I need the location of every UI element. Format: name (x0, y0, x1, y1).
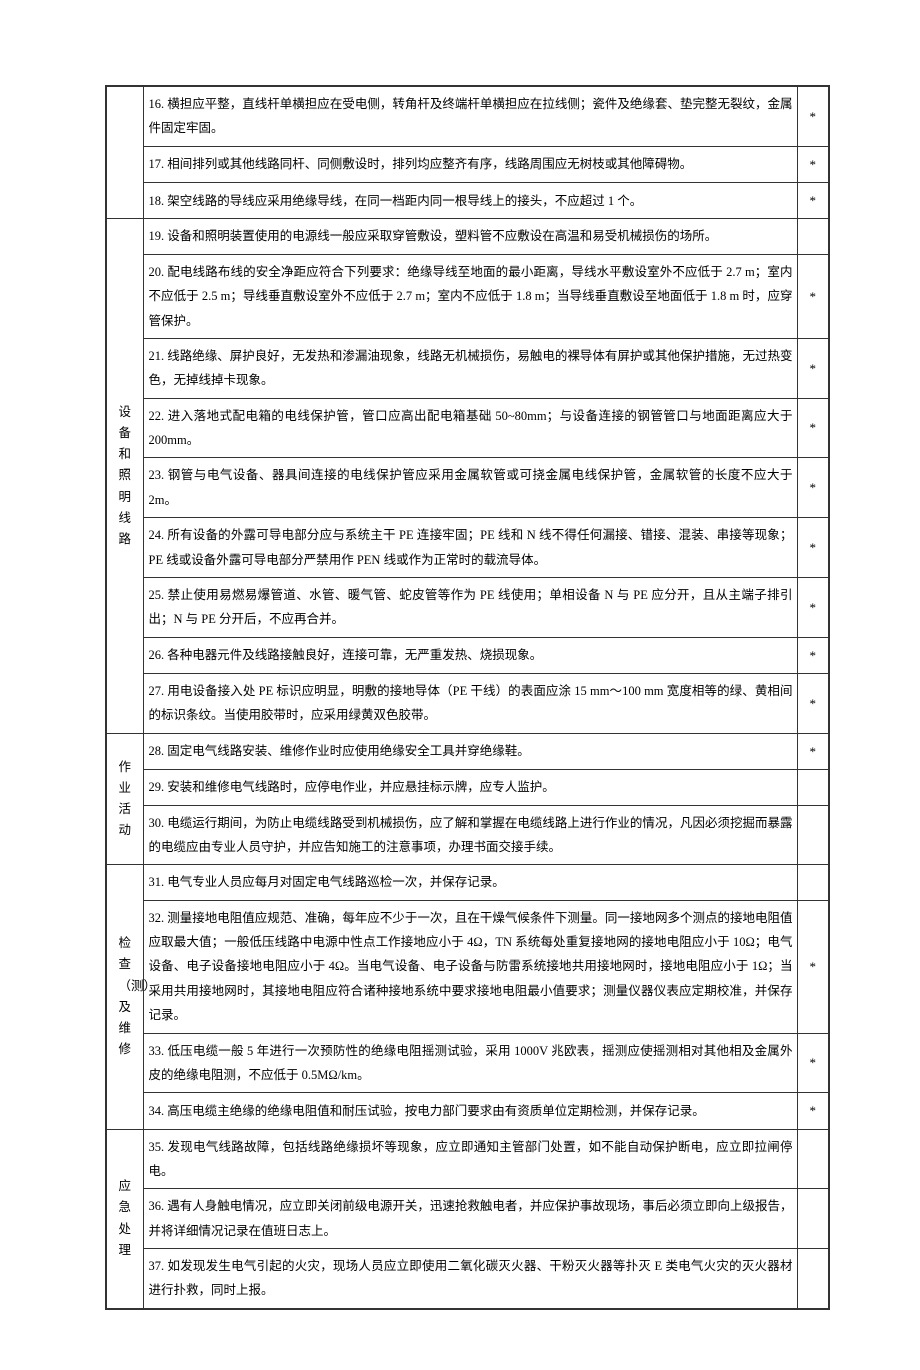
mark-cell: * (797, 733, 829, 769)
mark-cell: * (797, 183, 829, 219)
table-row: 20. 配电线路布线的安全净距应符合下列要求：绝缘导线至地面的最小距离，导线水平… (106, 254, 829, 338)
mark-cell: * (797, 674, 829, 734)
table-row: 18. 架空线路的导线应采用绝缘导线，在同一档距内同一根导线上的接头，不应超过 … (106, 183, 829, 219)
content-cell: 27. 用电设备接入处 PE 标识应明显，明敷的接地导体（PE 干线）的表面应涂… (143, 674, 797, 734)
content-cell: 21. 线路绝缘、屏护良好，无发热和渗漏油现象，线路无机械损伤，易触电的裸导体有… (143, 338, 797, 398)
table-row: 作业活动28. 固定电气线路安装、维修作业时应使用绝缘安全工具并穿绝缘鞋。* (106, 733, 829, 769)
category-cell: 检查（测）及维修 (106, 865, 143, 1129)
mark-cell: * (797, 86, 829, 146)
content-cell: 28. 固定电气线路安装、维修作业时应使用绝缘安全工具并穿绝缘鞋。 (143, 733, 797, 769)
content-cell: 25. 禁止使用易燃易爆管道、水管、暖气管、蛇皮管等作为 PE 线使用；单相设备… (143, 577, 797, 637)
table-row: 27. 用电设备接入处 PE 标识应明显，明敷的接地导体（PE 干线）的表面应涂… (106, 674, 829, 734)
category-cell: 应急处理 (106, 1129, 143, 1309)
mark-cell: * (797, 1093, 829, 1129)
table-row: 30. 电缆运行期间，为防止电缆线路受到机械损伤，应了解和掌握在电缆线路上进行作… (106, 805, 829, 865)
mark-cell: * (797, 900, 829, 1033)
mark-cell: * (797, 577, 829, 637)
mark-cell (797, 770, 829, 805)
mark-cell: * (797, 398, 829, 458)
mark-cell: * (797, 458, 829, 518)
content-cell: 22. 进入落地式配电箱的电线保护管，管口应高出配电箱基础 50~80mm；与设… (143, 398, 797, 458)
category-label: 设备和照明线路 (119, 402, 132, 551)
mark-cell: * (797, 637, 829, 673)
category-cell: 设备和照明线路 (106, 219, 143, 733)
content-cell: 26. 各种电器元件及线路接触良好，连接可靠，无严重发热、烧损现象。 (143, 637, 797, 673)
category-label: 作业活动 (119, 757, 132, 842)
content-cell: 36. 遇有人身触电情况，应立即关闭前级电源开关，迅速抢救触电者，并应保护事故现… (143, 1189, 797, 1249)
mark-cell: * (797, 338, 829, 398)
table-row: 应急处理35. 发现电气线路故障，包括线路绝缘损坏等现象，应立即通知主管部门处置… (106, 1129, 829, 1189)
content-cell: 30. 电缆运行期间，为防止电缆线路受到机械损伤，应了解和掌握在电缆线路上进行作… (143, 805, 797, 865)
table-row: 26. 各种电器元件及线路接触良好，连接可靠，无严重发热、烧损现象。* (106, 637, 829, 673)
table-row: 23. 钢管与电气设备、器具间连接的电线保护管应采用金属软管或可挠金属电线保护管… (106, 458, 829, 518)
content-cell: 35. 发现电气线路故障，包括线路绝缘损坏等现象，应立即通知主管部门处置，如不能… (143, 1129, 797, 1189)
content-cell: 32. 测量接地电阻值应规范、准确，每年应不少于一次，且在干燥气候条件下测量。同… (143, 900, 797, 1033)
category-label: 应急处理 (119, 1176, 132, 1261)
content-cell: 31. 电气专业人员应每月对固定电气线路巡检一次，并保存记录。 (143, 865, 797, 900)
category-label: 检查（测）及维修 (119, 933, 132, 1061)
mark-cell: * (797, 146, 829, 182)
content-cell: 37. 如发现发生电气引起的火灾，现场人员应立即使用二氧化碳灭火器、干粉灭火器等… (143, 1249, 797, 1309)
content-cell: 24. 所有设备的外露可导电部分应与系统主干 PE 连接牢固；PE 线和 N 线… (143, 518, 797, 578)
table-row: 设备和照明线路19. 设备和照明装置使用的电源线一般应采取穿管敷设，塑料管不应敷… (106, 219, 829, 254)
table-row: 33. 低压电缆一般 5 年进行一次预防性的绝缘电阻摇测试验，采用 1000V … (106, 1033, 829, 1093)
table-row: 21. 线路绝缘、屏护良好，无发热和渗漏油现象，线路无机械损伤，易触电的裸导体有… (106, 338, 829, 398)
mark-cell (797, 1249, 829, 1309)
mark-cell (797, 865, 829, 900)
table-row: 检查（测）及维修31. 电气专业人员应每月对固定电气线路巡检一次，并保存记录。 (106, 865, 829, 900)
content-cell: 19. 设备和照明装置使用的电源线一般应采取穿管敷设，塑料管不应敷设在高温和易受… (143, 219, 797, 254)
content-cell: 29. 安装和维修电气线路时，应停电作业，并应悬挂标示牌，应专人监护。 (143, 770, 797, 805)
table-row: 17. 相间排列或其他线路同杆、同侧敷设时，排列均应整齐有序，线路周围应无树枝或… (106, 146, 829, 182)
content-cell: 18. 架空线路的导线应采用绝缘导线，在同一档距内同一根导线上的接头，不应超过 … (143, 183, 797, 219)
category-cell: 作业活动 (106, 733, 143, 864)
table-row: 37. 如发现发生电气引起的火灾，现场人员应立即使用二氧化碳灭火器、干粉灭火器等… (106, 1249, 829, 1309)
table-row: 29. 安装和维修电气线路时，应停电作业，并应悬挂标示牌，应专人监护。 (106, 770, 829, 805)
content-cell: 23. 钢管与电气设备、器具间连接的电线保护管应采用金属软管或可挠金属电线保护管… (143, 458, 797, 518)
mark-cell: * (797, 254, 829, 338)
mark-cell: * (797, 518, 829, 578)
table-row: 32. 测量接地电阻值应规范、准确，每年应不少于一次，且在干燥气候条件下测量。同… (106, 900, 829, 1033)
mark-cell (797, 805, 829, 865)
mark-cell (797, 1129, 829, 1189)
table-row: 34. 高压电缆主绝缘的绝缘电阻值和耐压试验，按电力部门要求由有资质单位定期检测… (106, 1093, 829, 1129)
category-cell (106, 86, 143, 219)
table-row: 24. 所有设备的外露可导电部分应与系统主干 PE 连接牢固；PE 线和 N 线… (106, 518, 829, 578)
table-row: 16. 横担应平整，直线杆单横担应在受电侧，转角杆及终端杆单横担应在拉线侧；瓷件… (106, 86, 829, 146)
mark-cell (797, 1189, 829, 1249)
mark-cell: * (797, 1033, 829, 1093)
content-cell: 20. 配电线路布线的安全净距应符合下列要求：绝缘导线至地面的最小距离，导线水平… (143, 254, 797, 338)
content-cell: 33. 低压电缆一般 5 年进行一次预防性的绝缘电阻摇测试验，采用 1000V … (143, 1033, 797, 1093)
table-row: 22. 进入落地式配电箱的电线保护管，管口应高出配电箱基础 50~80mm；与设… (106, 398, 829, 458)
inspection-table: 16. 横担应平整，直线杆单横担应在受电侧，转角杆及终端杆单横担应在拉线侧；瓷件… (105, 85, 830, 1310)
content-cell: 34. 高压电缆主绝缘的绝缘电阻值和耐压试验，按电力部门要求由有资质单位定期检测… (143, 1093, 797, 1129)
content-cell: 16. 横担应平整，直线杆单横担应在受电侧，转角杆及终端杆单横担应在拉线侧；瓷件… (143, 86, 797, 146)
mark-cell (797, 219, 829, 254)
content-cell: 17. 相间排列或其他线路同杆、同侧敷设时，排列均应整齐有序，线路周围应无树枝或… (143, 146, 797, 182)
table-row: 36. 遇有人身触电情况，应立即关闭前级电源开关，迅速抢救触电者，并应保护事故现… (106, 1189, 829, 1249)
table-row: 25. 禁止使用易燃易爆管道、水管、暖气管、蛇皮管等作为 PE 线使用；单相设备… (106, 577, 829, 637)
